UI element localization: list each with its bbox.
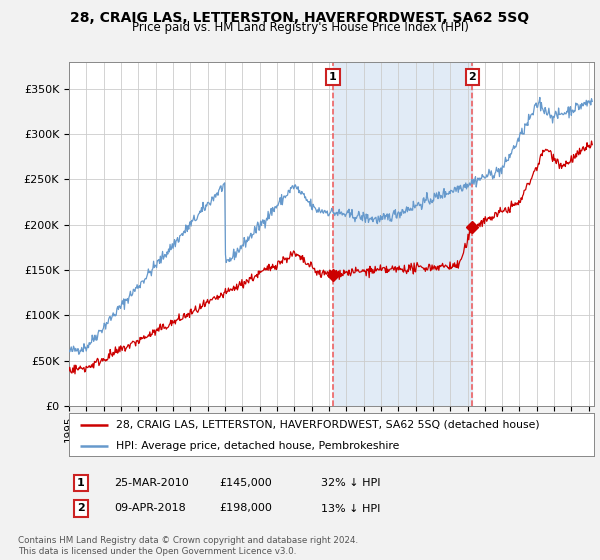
Text: £145,000: £145,000 xyxy=(219,478,272,488)
Text: 28, CRAIG LAS, LETTERSTON, HAVERFORDWEST, SA62 5SQ (detached house): 28, CRAIG LAS, LETTERSTON, HAVERFORDWEST… xyxy=(116,420,540,430)
Text: 1: 1 xyxy=(77,478,85,488)
Text: 25-MAR-2010: 25-MAR-2010 xyxy=(114,478,189,488)
Text: £198,000: £198,000 xyxy=(219,503,272,514)
Text: 13% ↓ HPI: 13% ↓ HPI xyxy=(321,503,380,514)
Text: Contains HM Land Registry data © Crown copyright and database right 2024.
This d: Contains HM Land Registry data © Crown c… xyxy=(18,536,358,556)
Text: HPI: Average price, detached house, Pembrokeshire: HPI: Average price, detached house, Pemb… xyxy=(116,441,400,451)
Bar xyxy=(333,62,472,406)
Text: 32% ↓ HPI: 32% ↓ HPI xyxy=(321,478,380,488)
Text: 28, CRAIG LAS, LETTERSTON, HAVERFORDWEST, SA62 5SQ: 28, CRAIG LAS, LETTERSTON, HAVERFORDWEST… xyxy=(70,11,530,25)
Text: 2: 2 xyxy=(77,503,85,514)
Text: 09-APR-2018: 09-APR-2018 xyxy=(114,503,186,514)
Text: 1: 1 xyxy=(329,72,337,82)
Text: 2: 2 xyxy=(469,72,476,82)
Text: Price paid vs. HM Land Registry's House Price Index (HPI): Price paid vs. HM Land Registry's House … xyxy=(131,21,469,34)
